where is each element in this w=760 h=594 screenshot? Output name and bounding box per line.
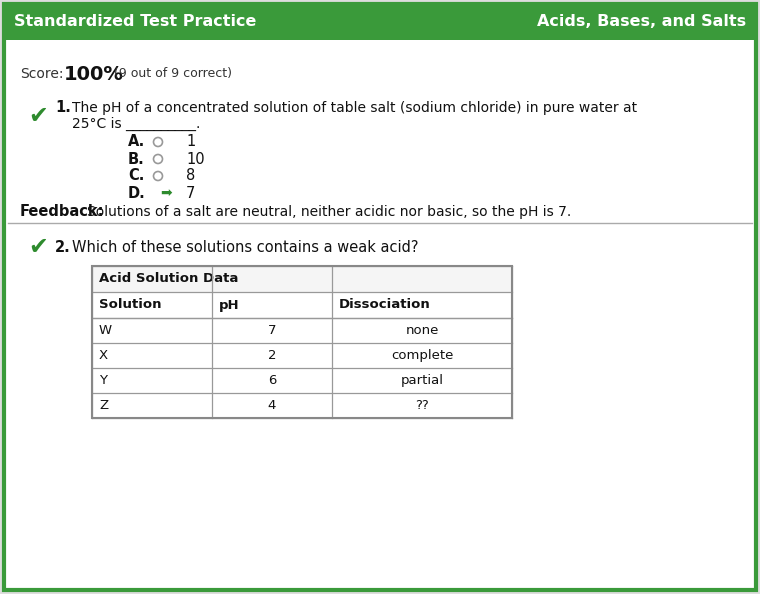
Bar [92,368,512,393]
Text: ✔: ✔ [28,104,48,128]
Text: pH: pH [219,299,239,311]
Text: 7: 7 [268,324,276,337]
Bar [92,266,512,418]
Text: Which of these solutions contains a weak acid?: Which of these solutions contains a weak… [72,239,419,254]
Text: Solution: Solution [99,299,161,311]
Bar [92,393,512,418]
Text: 100%: 100% [64,65,124,84]
Text: ➡: ➡ [160,186,172,200]
Text: 4: 4 [268,399,276,412]
Text: 2.: 2. [55,239,71,254]
Bar [4,4,756,40]
Text: 7: 7 [186,185,195,201]
Text: none: none [405,324,439,337]
Text: (9 out of 9 correct): (9 out of 9 correct) [114,68,232,81]
Text: 1: 1 [186,134,195,150]
Text: 8: 8 [186,169,195,184]
Text: partial: partial [401,374,444,387]
Text: Acids, Bases, and Salts: Acids, Bases, and Salts [537,14,746,30]
Text: W: W [99,324,112,337]
Text: The pH of a concentrated solution of table salt (sodium chloride) in pure water : The pH of a concentrated solution of tab… [72,101,637,115]
Bar [92,343,512,368]
Text: D.: D. [128,185,146,201]
Text: complete: complete [391,349,453,362]
Text: 6: 6 [268,374,276,387]
Text: X: X [99,349,108,362]
Text: B.: B. [128,151,144,166]
Text: ??: ?? [415,399,429,412]
Text: Standardized Test Practice: Standardized Test Practice [14,14,256,30]
Text: ✔: ✔ [28,235,48,259]
Text: Score:: Score: [20,67,64,81]
Text: Solutions of a salt are neutral, neither acidic nor basic, so the pH is 7.: Solutions of a salt are neutral, neither… [87,205,572,219]
Text: Z: Z [99,399,108,412]
Text: 1.: 1. [55,100,71,115]
Text: A.: A. [128,134,145,150]
Bar [92,292,512,318]
Bar [92,318,512,343]
Text: Y: Y [99,374,107,387]
Text: Feedback:: Feedback: [20,204,104,220]
Text: Dissociation: Dissociation [339,299,431,311]
Text: C.: C. [128,169,144,184]
Text: 25°C is __________.: 25°C is __________. [72,117,201,131]
Text: Acid Solution Data: Acid Solution Data [99,273,239,286]
Bar [92,266,512,292]
Text: 10: 10 [186,151,204,166]
Text: 2: 2 [268,349,276,362]
